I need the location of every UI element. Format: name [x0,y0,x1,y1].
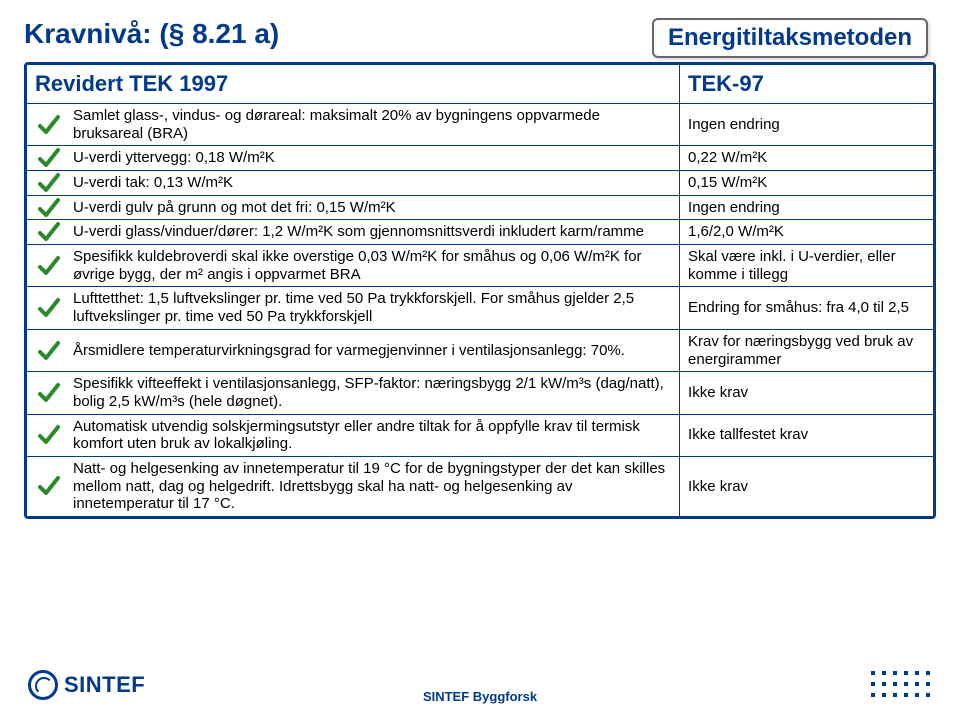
header-row: Kravnivå: (§ 8.21 a) Energitiltaksmetode… [24,18,936,58]
row-right: Ikke tallfestet krav [680,414,934,456]
row-left-text: Årsmidlere temperaturvirkningsgrad for v… [73,342,625,359]
row-right: 0,22 W/m²K [680,146,934,171]
row-left-text: Natt- og helgesenking av innetemperatur … [73,460,665,512]
check-icon [37,423,61,447]
sintef-logo-text: SINTEF [64,672,145,698]
check-icon [37,113,61,137]
check-icon [37,254,61,278]
check-icon [37,220,61,244]
table-row: Spesifikk kuldebroverdi skal ikke overst… [27,245,934,287]
row-right: Krav for næringsbygg ved bruk av energir… [680,329,934,371]
row-left: Lufttetthet: 1,5 luftvekslinger pr. time… [27,287,680,329]
row-left: Automatisk utvendig solskjermingsutstyr … [27,414,680,456]
row-left-text: Samlet glass-, vindus- og dørareal: maks… [73,107,600,142]
requirements-table-wrap: Revidert TEK 1997 TEK-97 Samlet glass-, … [24,62,936,519]
check-icon [37,381,61,405]
row-right: 1,6/2,0 W/m²K [680,220,934,245]
sintef-logo: SINTEF [28,670,145,700]
page-title: Kravnivå: (§ 8.21 a) [24,18,279,50]
row-left-text: Spesifikk vifteeffekt i ventilasjonsanle… [73,375,664,410]
row-left-text: Automatisk utvendig solskjermingsutstyr … [73,418,640,453]
table-row: U-verdi glass/vinduer/dører: 1,2 W/m²K s… [27,220,934,245]
header-left: Revidert TEK 1997 [27,65,680,104]
table-row: Natt- og helgesenking av innetemperatur … [27,456,934,516]
row-right: Ikke krav [680,372,934,414]
row-left-text: U-verdi yttervegg: 0,18 W/m²K [73,149,275,166]
row-left-text: U-verdi gulv på grunn og mot det fri: 0,… [73,199,396,216]
slide: Kravnivå: (§ 8.21 a) Energitiltaksmetode… [0,0,960,712]
method-badge: Energitiltaksmetoden [652,18,928,58]
footer-center-text: SINTEF Byggforsk [423,689,537,704]
row-left: Spesifikk kuldebroverdi skal ikke overst… [27,245,680,287]
footer-left: SINTEF [28,670,145,700]
row-right: 0,15 W/m²K [680,171,934,196]
check-icon [37,339,61,363]
row-left: Spesifikk vifteeffekt i ventilasjonsanle… [27,372,680,414]
table-row: U-verdi gulv på grunn og mot det fri: 0,… [27,195,934,220]
row-left: U-verdi yttervegg: 0,18 W/m²K [27,146,680,171]
row-left-text: U-verdi tak: 0,13 W/m²K [73,174,233,191]
table-body: Revidert TEK 1997 TEK-97 Samlet glass-, … [27,65,934,517]
sintef-logo-mark [28,670,58,700]
check-icon [37,171,61,195]
row-right: Ingen endring [680,103,934,145]
row-left: U-verdi glass/vinduer/dører: 1,2 W/m²K s… [27,220,680,245]
table-row: Spesifikk vifteeffekt i ventilasjonsanle… [27,372,934,414]
table-row: U-verdi tak: 0,13 W/m²K 0,15 W/m²K [27,171,934,196]
row-right: Skal være inkl. i U-verdier, eller komme… [680,245,934,287]
check-icon [37,196,61,220]
footer: SINTEF SINTEF Byggforsk [0,664,960,712]
row-left: Natt- og helgesenking av innetemperatur … [27,456,680,516]
table-row: Samlet glass-, vindus- og dørareal: maks… [27,103,934,145]
row-left: U-verdi tak: 0,13 W/m²K [27,171,680,196]
row-left-text: U-verdi glass/vinduer/dører: 1,2 W/m²K s… [73,223,644,240]
table-header-row: Revidert TEK 1997 TEK-97 [27,65,934,104]
row-left: U-verdi gulv på grunn og mot det fri: 0,… [27,195,680,220]
row-right: Ingen endring [680,195,934,220]
requirements-table: Revidert TEK 1997 TEK-97 Samlet glass-, … [26,64,934,517]
check-icon [37,146,61,170]
header-right: TEK-97 [680,65,934,104]
row-left: Samlet glass-, vindus- og dørareal: maks… [27,103,680,145]
row-left: Årsmidlere temperaturvirkningsgrad for v… [27,329,680,371]
row-left-text: Spesifikk kuldebroverdi skal ikke overst… [73,248,642,283]
table-row: Automatisk utvendig solskjermingsutstyr … [27,414,934,456]
row-left-text: Lufttetthet: 1,5 luftvekslinger pr. time… [73,290,634,325]
check-icon [37,296,61,320]
row-right: Endring for småhus: fra 4,0 til 2,5 [680,287,934,329]
row-right: Ikke krav [680,456,934,516]
footer-dots-icon [871,671,932,699]
table-row: U-verdi yttervegg: 0,18 W/m²K 0,22 W/m²K [27,146,934,171]
table-row: Lufttetthet: 1,5 luftvekslinger pr. time… [27,287,934,329]
table-row: Årsmidlere temperaturvirkningsgrad for v… [27,329,934,371]
check-icon [37,474,61,498]
